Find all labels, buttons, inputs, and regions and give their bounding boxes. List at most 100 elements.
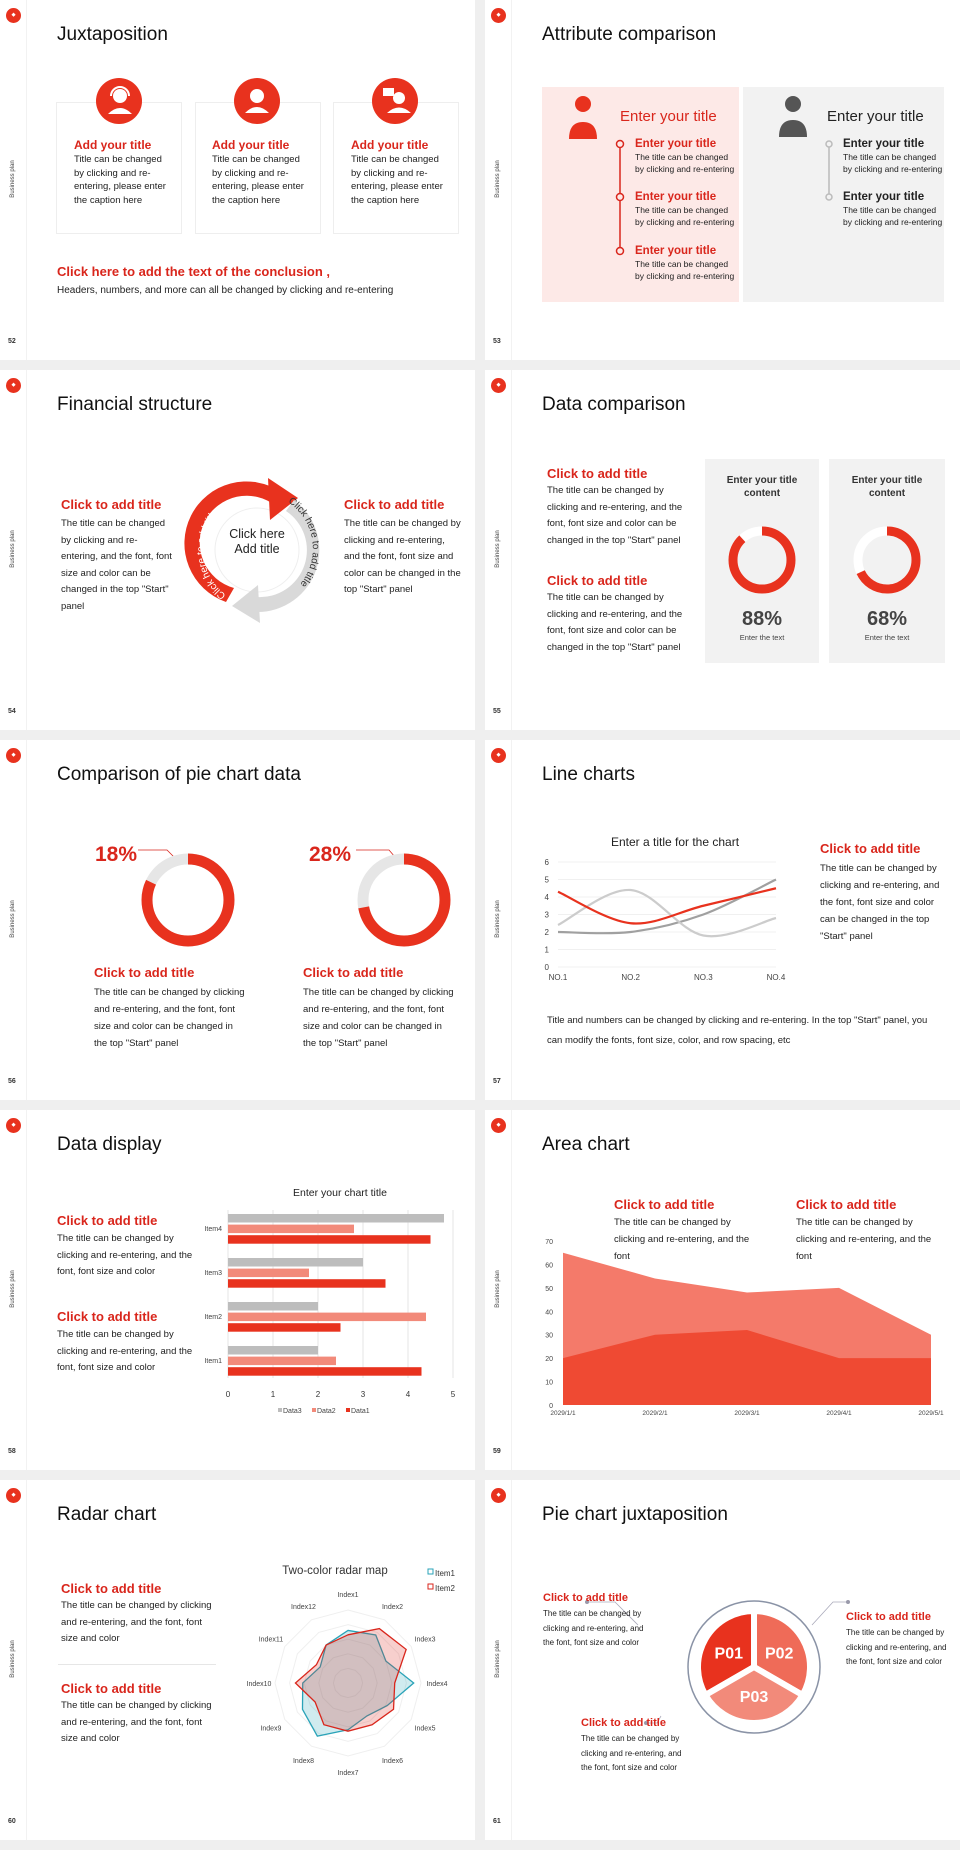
slide-58[interactable]: ◆ Business plan 58 Data display Click to a… [0, 1110, 475, 1470]
x-tick-label: NO.1 [549, 973, 568, 982]
card-2-title: Add your title [212, 138, 290, 152]
block-1-body: The title can be changed by clicking and… [57, 1233, 193, 1277]
bar [228, 1312, 426, 1322]
donut-2-value-arc [853, 526, 921, 594]
slide-sidebar: ◆ Business plan 53 [485, 0, 512, 360]
left-item-3-body: The title can be changed by clicking and… [635, 259, 735, 281]
x-tick-label: 2029/3/1 [734, 1410, 760, 1417]
bar [228, 1279, 386, 1288]
bar-chart: Enter your chart title 0 1 2 3 4 5 Item1 Item2 It… [204, 1187, 455, 1415]
block-1-title: Click to add title [57, 1213, 158, 1228]
y-tick-label: 0 [549, 1403, 553, 1410]
center-line-1: Click here [229, 527, 285, 541]
donut-1-value-arc [141, 853, 235, 947]
connector-dot-1 [585, 1600, 589, 1604]
panel-2-percent: 68% [866, 608, 908, 630]
slide-title: Pie chart juxtaposition [542, 1504, 728, 1525]
slide-54[interactable]: ◆ Business plan 54 Financial structure Cli… [0, 370, 475, 730]
radar-grid-ring [274, 1609, 422, 1757]
axis-label: Index5 [415, 1726, 436, 1733]
series-line [557, 888, 777, 938]
block-1-body: The title can be changed by clicking and… [614, 1217, 750, 1262]
x-tick-label: 2029/2/1 [642, 1410, 668, 1417]
slide-61[interactable]: ◆ Business plan 61 Pie chart juxtaposition… [485, 1480, 960, 1840]
logo-icon: ◆ [491, 1118, 506, 1133]
red-arrow-arc [184, 481, 281, 602]
bar [228, 1268, 309, 1278]
card-icons [96, 78, 418, 124]
block-2-body: The title can be changed by clicking and… [846, 1628, 947, 1666]
side-body: The title can be changed by clicking and… [820, 863, 940, 942]
connector-dot-3 [644, 1721, 648, 1725]
slide-sidebar: ◆ Business plan 61 [485, 1480, 512, 1840]
left-title: Click to add title [61, 497, 162, 512]
x-tick-label: NO.2 [621, 973, 640, 982]
legend-label: Data1 [351, 1408, 370, 1415]
y-tick-label: 0 [545, 963, 550, 972]
page-number: 54 [8, 708, 16, 715]
slide-sidebar: ◆ Business plan 55 [485, 370, 512, 730]
card-3 [333, 102, 459, 234]
block-2-body: The title can be changed by clicking and… [796, 1217, 932, 1262]
radar-chart: Two-color radar map Index1 Index2 Index3 Ind… [247, 1565, 456, 1777]
woman-person-icon [569, 96, 597, 139]
progress-donuts [728, 526, 921, 594]
bar [228, 1258, 363, 1267]
panel-2 [829, 459, 945, 663]
slide-56[interactable]: ◆ Business plan 56 Comparison of pie chart… [0, 740, 475, 1100]
logo-icon: ◆ [6, 1488, 21, 1503]
pie-donuts [138, 849, 451, 947]
block-1-title: Click to add title [61, 1581, 162, 1596]
axis-label: Index12 [291, 1604, 316, 1611]
slide-title: Data comparison [542, 394, 686, 415]
legend-swatch [346, 1408, 350, 1412]
connector-dot-2 [846, 1600, 850, 1604]
left-item-2-title: Enter your title [635, 191, 717, 203]
slide-title: Attribute comparison [542, 24, 717, 45]
segment-label: P01 [715, 1645, 744, 1662]
leader-line-1 [138, 849, 176, 859]
x-tick-label: 0 [226, 1390, 231, 1399]
y-tick-label: Item2 [204, 1314, 222, 1321]
line-chart: Enter a title for the chart 0 1 2 3 4 5 6 NO.1 NO… [545, 835, 786, 982]
card-1-body: Title can be changed by clicking and re-… [74, 154, 166, 206]
area-chart: 0 10 20 30 40 50 60 70 2029/1/1 2029/2/1 2029/3/1 2… [545, 1239, 944, 1417]
legend-swatch [427, 1568, 434, 1575]
slide-59[interactable]: ◆ Business plan 59 Area chart 0 10 20 30 40 50 6… [485, 1110, 960, 1470]
x-tick-label: 3 [361, 1390, 366, 1399]
panel-1-caption: Enter the text [739, 633, 785, 642]
radar-grid-ring [318, 1653, 378, 1713]
y-tick-label: 5 [545, 876, 550, 885]
y-tick-label: Item4 [204, 1226, 222, 1233]
slide-title: Line charts [542, 764, 635, 785]
block-3-title: Click to add title [581, 1717, 666, 1729]
page-number: 53 [493, 338, 501, 345]
segment-label: P02 [765, 1645, 794, 1662]
segment-label: P03 [740, 1689, 769, 1706]
y-tick-label: 60 [545, 1262, 553, 1269]
panel-1-percent: 88% [741, 608, 783, 630]
slide-52[interactable]: ◆ Business plan 52 Juxtaposition Add your … [0, 0, 475, 360]
slide-55[interactable]: ◆ Business plan 55 Data comparison Click t… [485, 370, 960, 730]
axis-label: Index7 [337, 1770, 358, 1777]
page-number: 59 [493, 1448, 501, 1455]
panel-1 [705, 459, 819, 663]
y-tick-label: 1 [545, 946, 550, 955]
x-tick-label: 2029/4/1 [826, 1410, 852, 1417]
segment-pie: P01 P02 P03 [585, 1600, 850, 1734]
item-1-body: The title can be changed by clicking and… [94, 987, 245, 1049]
red-arrowhead [268, 478, 298, 520]
left-body: The title can be changed by clicking and… [61, 518, 172, 612]
center-label[interactable]: Click here Add title [215, 527, 299, 557]
right-panel [743, 87, 944, 302]
slide-57[interactable]: ◆ Business plan 57 Line charts Enter a tit… [485, 740, 960, 1100]
logo-icon: ◆ [6, 378, 21, 393]
slide-53[interactable]: ◆ Business plan 53 Attribute comparison En… [485, 0, 960, 360]
bar [228, 1323, 341, 1332]
legend-swatch [312, 1408, 316, 1412]
slide-title: Radar chart [57, 1504, 157, 1525]
slide-60[interactable]: ◆ Business plan 60 Radar chart Click to ad… [0, 1480, 475, 1840]
slide-sidebar: ◆ Business plan 57 [485, 740, 512, 1100]
radar-series [301, 1629, 415, 1737]
x-tick-label: 2029/5/1 [918, 1410, 944, 1417]
